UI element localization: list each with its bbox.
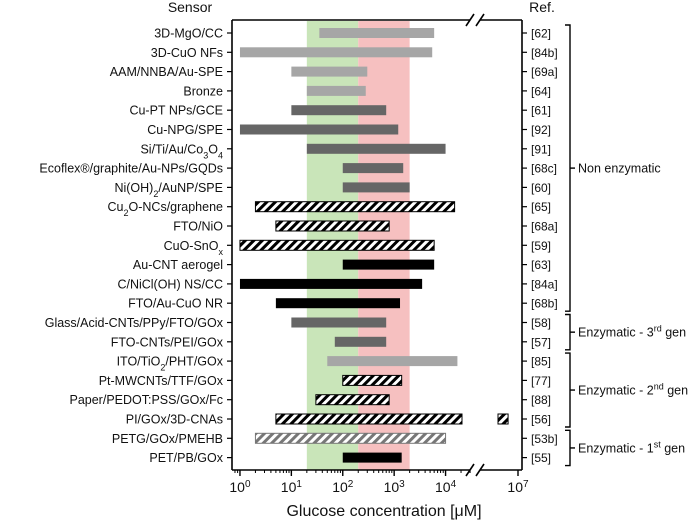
x-tick-label: 101 (281, 479, 303, 496)
sensor-label: PET/PB/GOx (149, 451, 223, 465)
sensor-label: Cu-PT NPs/GCE (129, 104, 223, 118)
group-label: Enzymatic - 2nd gen (578, 382, 688, 398)
range-bar (254, 432, 447, 444)
range-bar (334, 336, 387, 347)
range-bar (239, 124, 399, 135)
ref-label: [88] (531, 393, 551, 407)
group-brackets: Non enzymatic Enzymatic - 3rd gen Enzymati… (565, 24, 688, 467)
ref-label: [60] (531, 181, 551, 195)
group-bracket (565, 24, 571, 312)
ref-label: [56] (531, 413, 551, 427)
range-bar (291, 66, 368, 77)
range-bar (306, 85, 366, 96)
ref-label: [61] (531, 104, 551, 118)
group-label: Enzymatic - 1st gen (578, 439, 685, 455)
sensor-label: Paper/PEDOT:PSS/GOx/Fc (69, 393, 223, 407)
ref-label: [57] (531, 335, 551, 349)
range-bar (239, 278, 423, 289)
range-bar (291, 105, 387, 116)
x-tick-label: 107 (507, 479, 529, 496)
sensor-label: 3D-CuO NFs (151, 46, 223, 60)
range-bar (327, 356, 458, 367)
range-bar (291, 317, 387, 328)
sensor-label: PI/GOx/3D-CNAs (126, 413, 223, 427)
ref-label: [58] (531, 316, 551, 330)
range-bar (342, 452, 402, 463)
ref-label: [84a] (531, 277, 558, 291)
sensor-label: Cu2O-NCs/graphene (108, 200, 224, 218)
sensor-label: FTO/Au-CuO NR (128, 297, 223, 311)
sensor-label: CuO-SnOx (164, 239, 224, 257)
sensor-label: FTO-CNTs/PEI/GOx (111, 335, 224, 349)
sensor-label: FTO/NiO (173, 220, 223, 234)
ref-label: [85] (531, 355, 551, 369)
group-bracket (565, 352, 571, 428)
reference-labels: [62] [84b] [69a] [64] [61] [92] [91] [68c] [60] [… (531, 27, 558, 466)
sensor-label: Pt-MWCNTs/TTF/GOx (99, 374, 224, 388)
axes: 100 101 102 103 104 107 (227, 13, 529, 496)
axis-break-mark (475, 13, 485, 27)
axis-break-mark (465, 13, 475, 27)
range-bars (239, 28, 509, 463)
sensor-column-header: Sensor (168, 0, 213, 15)
x-tick-label: 102 (332, 479, 354, 496)
ref-label: [53b] (531, 432, 558, 446)
x-tick-label: 100 (229, 479, 251, 496)
ref-label: [84b] (531, 46, 558, 60)
group-label: Enzymatic - 3rd gen (578, 324, 686, 340)
range-bar (342, 374, 403, 386)
range-bar (254, 201, 456, 213)
ref-label: [65] (531, 200, 551, 214)
ref-label: [55] (531, 451, 551, 465)
group-label: Non enzymatic (578, 162, 661, 176)
ref-label: [68b] (531, 297, 558, 311)
sensor-labels: 3D-MgO/CC 3D-CuO NFs AAM/NNBA/Au-SPE Bronze… (39, 27, 223, 466)
range-bar (342, 182, 410, 193)
group-bracket (565, 313, 571, 351)
sensor-label: ITO/TiO2/PHT/GOx (117, 355, 224, 373)
ref-column-header: Ref. (529, 0, 555, 15)
range-bar (342, 259, 435, 270)
ref-label: [59] (531, 239, 551, 253)
sensor-label: Bronze (183, 84, 223, 98)
range-bar (315, 394, 390, 406)
range-bar (275, 298, 401, 309)
sensor-label: Cu-NPG/SPE (147, 123, 223, 137)
range-bar (319, 28, 435, 38)
sensor-label: PETG/GOx/PMEHB (112, 432, 223, 446)
range-bar (342, 163, 404, 174)
sensor-label: AAM/NNBA/Au-SPE (110, 65, 223, 79)
x-axis-title: Glucose concentration [μM] (286, 503, 481, 520)
ref-label: [92] (531, 123, 551, 137)
ref-label: [64] (531, 84, 551, 98)
range-bar (275, 220, 390, 232)
x-tick-label: 103 (384, 479, 406, 496)
range-bar (306, 143, 446, 154)
ref-label: [77] (531, 374, 551, 388)
sensor-label: Ni(OH)2/AuNP/SPE (114, 181, 223, 199)
sensor-label: 3D-MgO/CC (154, 27, 223, 41)
ref-label: [63] (531, 258, 551, 272)
sensor-label: Si/Ti/Au/Co3O4 (140, 142, 223, 160)
ref-label: [68c] (531, 162, 557, 176)
ref-label: [91] (531, 142, 551, 156)
sensor-label: Glass/Acid-CNTs/PPy/FTO/GOx (45, 316, 224, 330)
x-tick-label: 104 (435, 479, 457, 496)
sensor-label: Au-CNT aerogel (133, 258, 223, 272)
range-bar (275, 413, 463, 425)
group-bracket (565, 429, 571, 467)
range-bar-continued (497, 413, 509, 425)
ref-label: [69a] (531, 65, 558, 79)
range-bar (239, 47, 433, 58)
axis-break-mark (475, 463, 485, 477)
sensor-label: C/NiCl(OH) NS/CC (117, 277, 223, 291)
ref-label: [68a] (531, 220, 558, 234)
range-bar (239, 239, 435, 251)
ref-label: [62] (531, 27, 551, 41)
sensor-label: Ecoflex®/graphite/Au-NPs/GQDs (39, 162, 223, 176)
